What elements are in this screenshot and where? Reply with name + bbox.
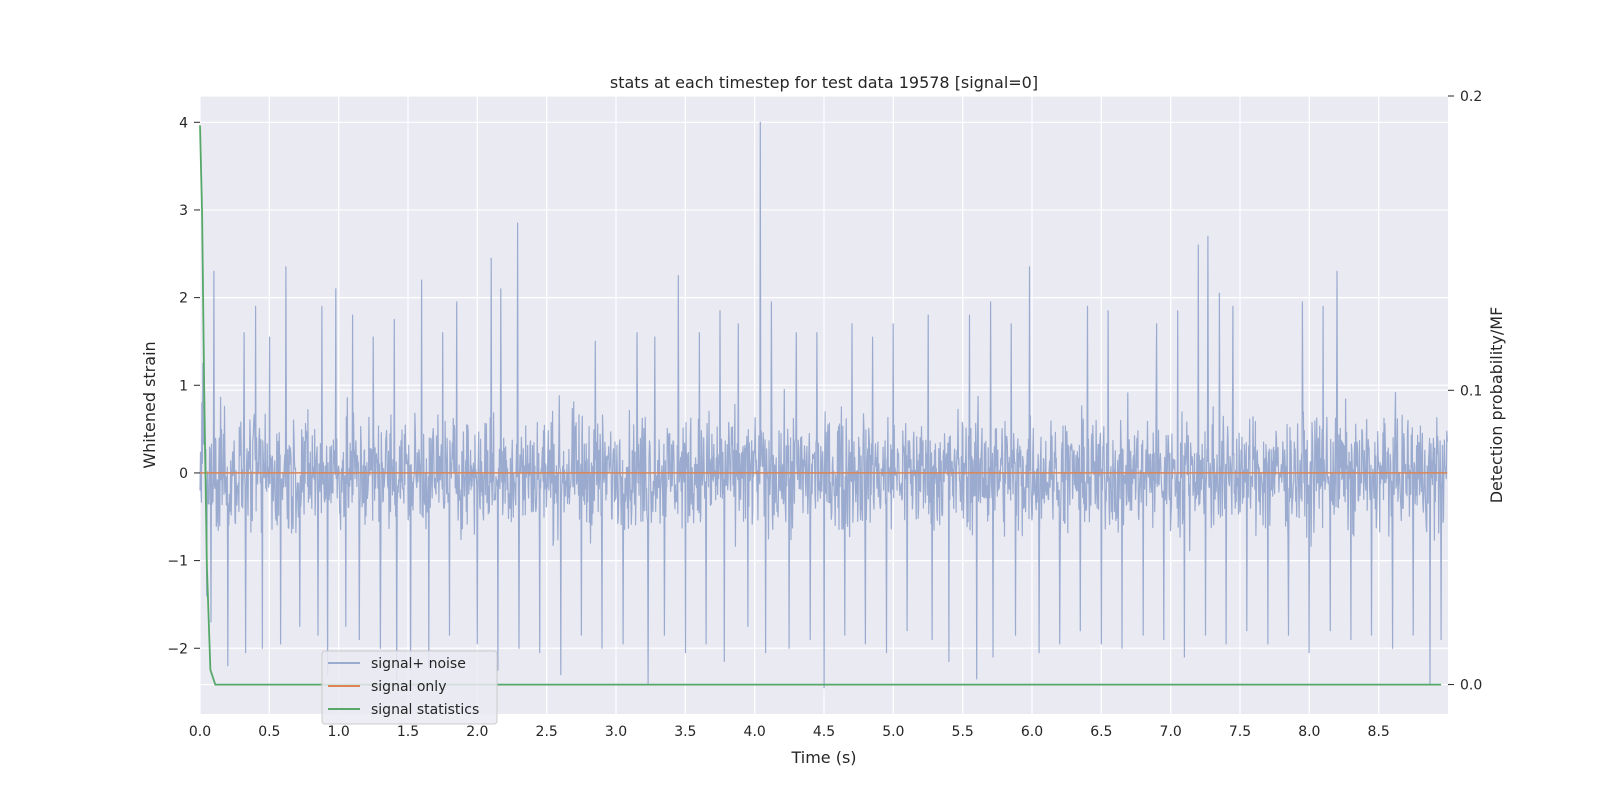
x-tick-label: 1.5 (397, 724, 419, 740)
signal-noise-line (199, 121, 1448, 689)
chart-title: stats at each timestep for test data 195… (610, 73, 1038, 92)
x-tick-label: 5.0 (882, 724, 904, 740)
legend: signal+ noise signal only signal statist… (321, 650, 498, 725)
y-axis-label: Whitened strain (140, 341, 159, 468)
y-ticks: 4 3 2 1 0 −1 −2 (167, 115, 200, 657)
x-tick-label: 3.5 (674, 724, 696, 740)
x-tick-label: 8.5 (1368, 724, 1390, 740)
x-tick-label: 2.5 (536, 724, 558, 740)
legend-label-signal-noise: signal+ noise (371, 656, 466, 672)
y-tick-label: 1 (179, 378, 188, 394)
x-tick-label: 7.0 (1160, 724, 1182, 740)
y2-ticks: 0.2 0.1 0.0 (1448, 89, 1482, 694)
x-tick-label: 6.0 (1021, 724, 1043, 740)
y-tick-label: 4 (179, 115, 188, 131)
x-tick-label: 4.5 (813, 724, 835, 740)
x-tick-label: 0.0 (189, 724, 211, 740)
y2-tick-label: 0.1 (1460, 383, 1482, 399)
x-tick-label: 4.0 (744, 724, 766, 740)
x-tick-label: 3.0 (605, 724, 627, 740)
y-tick-label: 3 (179, 203, 188, 219)
legend-label-signal-statistics: signal statistics (371, 702, 479, 718)
x-tick-label: 6.5 (1090, 724, 1112, 740)
signal-statistics-line (199, 125, 1442, 686)
series-signal-noise (199, 121, 1448, 689)
y2-tick-label: 0.2 (1460, 89, 1482, 105)
y-tick-label: −1 (167, 554, 188, 570)
x-tick-label: 5.5 (952, 724, 974, 740)
y-tick-label: 2 (179, 291, 188, 307)
legend-box (321, 650, 498, 725)
x-ticks: 0.0 0.5 1.0 1.5 2.0 2.5 3.0 3.5 4.0 4.5 5.0 5.5 6.0 6… (189, 724, 1390, 740)
y-tick-label: 0 (179, 466, 188, 482)
legend-label-signal-only: signal only (371, 679, 446, 695)
x-tick-label: 7.5 (1229, 724, 1251, 740)
y2-tick-label: 0.0 (1460, 678, 1482, 694)
x-tick-label: 2.0 (466, 724, 488, 740)
x-tick-label: 0.5 (258, 724, 280, 740)
y-tick-label: −2 (167, 641, 188, 657)
x-axis-label: Time (s) (790, 748, 856, 767)
x-tick-label: 1.0 (328, 724, 350, 740)
y2-axis-label: Detection probability/MF (1487, 307, 1506, 504)
x-tick-label: 8.0 (1298, 724, 1320, 740)
series-signal-statistics (199, 125, 1442, 686)
